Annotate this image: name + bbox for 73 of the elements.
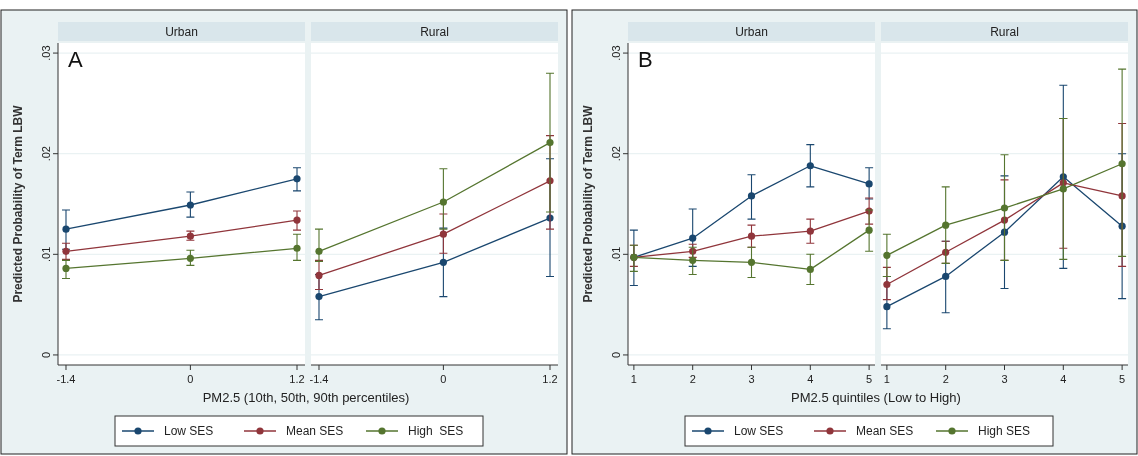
point — [747, 192, 756, 200]
point — [942, 221, 950, 229]
point — [315, 292, 323, 301]
y-tick-label: 0 — [40, 351, 52, 358]
y-tick-label: .01 — [610, 246, 622, 262]
y-tick-label: .03 — [610, 45, 622, 61]
point — [806, 227, 814, 235]
chart-title: Urban — [165, 25, 198, 39]
point — [186, 254, 194, 262]
x-tick-label: 0 — [187, 373, 194, 385]
chart-title: Rural — [990, 25, 1019, 39]
legend-label: Mean SES — [856, 424, 914, 438]
point — [689, 256, 697, 264]
x-tick-label: 4 — [807, 373, 814, 385]
point — [62, 225, 70, 233]
point — [747, 232, 756, 240]
point — [1000, 204, 1009, 212]
annotation: B — [638, 47, 653, 72]
point — [439, 230, 447, 238]
point — [883, 251, 891, 259]
x-tick-label: 5 — [1119, 373, 1126, 385]
point — [883, 280, 891, 289]
point — [689, 234, 697, 242]
x-tick-label: 3 — [1001, 373, 1008, 385]
point — [942, 272, 950, 281]
point — [439, 258, 447, 266]
x-tick-label: 1.2 — [289, 373, 305, 385]
point — [186, 201, 194, 209]
point — [1118, 160, 1126, 168]
legend-label: High SES — [978, 424, 1031, 438]
x-tick-label: 1 — [883, 373, 890, 385]
point — [293, 216, 301, 224]
y-tick-label: 0 — [610, 351, 622, 358]
x-tick-label: 1 — [630, 373, 637, 385]
point — [883, 303, 891, 311]
x-tick-label: 4 — [1060, 373, 1067, 385]
x-tick-label: 3 — [748, 373, 755, 385]
point — [439, 198, 447, 206]
y-tick-label: .01 — [40, 246, 52, 262]
point — [315, 247, 323, 255]
legend-label: Low SES — [164, 424, 214, 438]
x-tick-label: 2 — [942, 373, 949, 385]
point — [865, 226, 873, 234]
x-tick-label: -1.4 — [309, 373, 329, 385]
x-axis-title: PM2.5 (10th, 50th, 90th percentiles) — [202, 390, 410, 405]
point — [865, 180, 873, 188]
y-tick-label: .02 — [40, 146, 52, 162]
x-tick-label: 1.2 — [542, 373, 558, 385]
x-tick-label: 0 — [440, 373, 447, 385]
y-axis-title: Predicted Probability of Term LBW — [581, 104, 595, 303]
x-axis-title: PM2.5 quintiles (Low to High) — [791, 390, 961, 405]
point — [546, 139, 554, 147]
chart-title: Rural — [420, 25, 449, 39]
x-tick-label: 2 — [689, 373, 696, 385]
point — [806, 162, 814, 170]
point — [293, 244, 301, 252]
legend-label: Low SES — [734, 424, 784, 438]
point — [293, 175, 301, 183]
legend-label: High SES — [408, 424, 464, 438]
x-tick-label: 5 — [866, 373, 873, 385]
point — [315, 271, 323, 280]
y-axis-title: Predicted Probability of Term LBW — [11, 104, 25, 303]
y-tick-label: .02 — [610, 146, 622, 162]
point — [62, 264, 70, 272]
point — [62, 247, 70, 255]
point — [806, 265, 814, 274]
legend-label: Mean SES — [286, 424, 344, 438]
chart-title: Urban — [735, 25, 768, 39]
annotation: A — [68, 47, 83, 72]
y-tick-label: .03 — [40, 45, 52, 61]
point — [1059, 185, 1067, 193]
x-tick-label: -1.4 — [56, 373, 76, 385]
point — [747, 258, 756, 266]
